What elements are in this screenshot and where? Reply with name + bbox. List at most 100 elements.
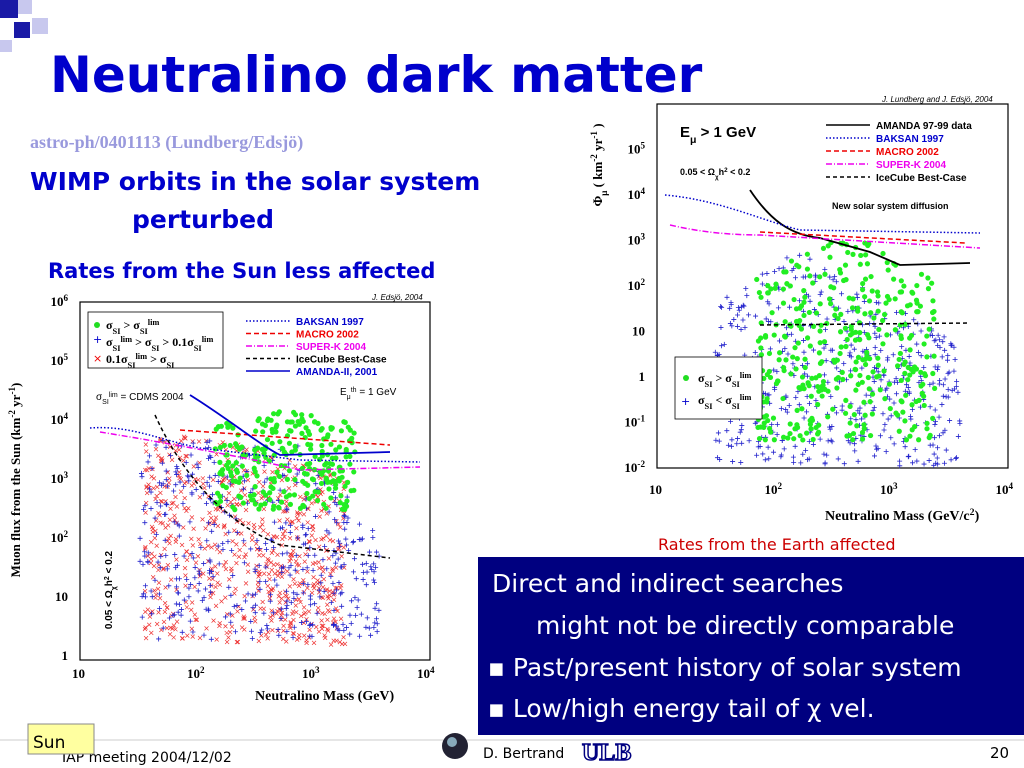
scan-point	[924, 426, 930, 432]
scan-point	[175, 521, 181, 527]
scan-point	[368, 564, 374, 570]
scan-point	[226, 577, 232, 582]
scan-point	[310, 493, 316, 499]
scan-point	[718, 325, 724, 331]
scan-point	[286, 565, 292, 571]
scan-point	[254, 473, 260, 479]
scan-point	[284, 612, 290, 618]
text-part: SI	[113, 327, 121, 336]
symbol-label: σSI > σSIlim	[698, 371, 751, 389]
scan-point	[331, 616, 337, 621]
scan-point	[754, 276, 760, 283]
corner-squares	[0, 0, 48, 52]
scan-point	[219, 467, 226, 473]
scan-point	[274, 611, 279, 616]
scan-point	[137, 535, 143, 541]
text-part: ( km	[590, 162, 605, 191]
text-part: Neutralino Mass (GeV/c	[825, 509, 970, 524]
scan-point	[248, 618, 254, 624]
scan-point	[260, 517, 265, 522]
scan-point	[728, 301, 734, 307]
scan-point	[947, 418, 953, 424]
scan-point	[884, 385, 890, 391]
scan-point	[154, 499, 160, 505]
scan-point	[796, 322, 802, 329]
scan-point	[181, 553, 187, 559]
scan-point	[278, 616, 284, 622]
scan-point	[351, 430, 357, 436]
scan-point	[336, 444, 343, 450]
scan-point	[157, 595, 163, 601]
scan-point	[893, 376, 899, 382]
note: New solar system diffusion	[832, 201, 949, 211]
scan-point	[207, 510, 212, 516]
scan-point	[220, 540, 226, 546]
scan-point	[326, 509, 332, 515]
scan-point	[884, 293, 891, 300]
scan-point	[202, 586, 208, 592]
scan-point	[158, 553, 164, 559]
scan-point	[304, 490, 310, 497]
tick-label: 10	[632, 324, 645, 339]
scan-point	[274, 582, 280, 588]
tick-label: 10	[72, 666, 85, 681]
scan-point	[921, 402, 927, 409]
scan-point	[828, 284, 834, 290]
scan-point	[891, 441, 897, 447]
scan-point	[343, 542, 349, 548]
scan-point	[261, 610, 267, 616]
scan-point	[166, 536, 171, 541]
scan-point	[252, 602, 258, 608]
scan-point	[255, 417, 261, 424]
constraint: 0.05 < Ωχh2 < 0.2	[680, 167, 750, 181]
scan-point	[771, 449, 777, 455]
text-part: th	[351, 387, 357, 394]
scan-point	[332, 516, 338, 522]
scan-point	[850, 296, 856, 302]
scan-point	[883, 300, 889, 306]
scan-point	[891, 276, 897, 282]
scan-point	[873, 311, 879, 317]
scan-point	[156, 510, 161, 516]
scan-point	[268, 560, 274, 565]
scan-point	[164, 605, 170, 610]
scan-point	[815, 401, 821, 408]
scan-point	[236, 479, 242, 485]
scan-point	[310, 622, 316, 628]
scan-point	[179, 636, 185, 641]
scan-point	[921, 341, 927, 347]
scan-point	[274, 469, 280, 475]
slide-title: Neutralino dark matter	[50, 46, 703, 104]
scan-point	[780, 395, 786, 402]
scan-point	[298, 494, 303, 500]
scan-point	[847, 420, 853, 426]
text-part: lim	[135, 352, 147, 361]
scan-point	[940, 339, 946, 345]
scan-point	[143, 510, 148, 515]
scan-point	[328, 441, 334, 447]
scan-point	[220, 547, 226, 552]
scan-point	[337, 540, 343, 546]
scan-point	[934, 455, 940, 461]
scan-point	[327, 537, 333, 543]
scan-point	[791, 459, 797, 465]
scan-point	[363, 624, 369, 630]
scan-point	[320, 595, 326, 600]
scan-point	[138, 470, 144, 476]
scan-point	[772, 386, 778, 392]
scan-point	[847, 403, 853, 410]
scan-point	[926, 458, 932, 464]
scan-point	[371, 625, 377, 631]
scan-point	[333, 447, 339, 453]
scan-point	[264, 623, 270, 629]
scan-point	[815, 383, 821, 390]
scan-point	[922, 373, 929, 379]
scan-point	[330, 538, 336, 544]
scan-point	[242, 554, 247, 560]
scan-point	[213, 506, 219, 512]
scan-point	[908, 332, 915, 339]
scan-point	[276, 504, 282, 510]
scan-point	[355, 597, 361, 603]
text-part: 10	[302, 666, 315, 681]
scan-point	[931, 308, 937, 315]
